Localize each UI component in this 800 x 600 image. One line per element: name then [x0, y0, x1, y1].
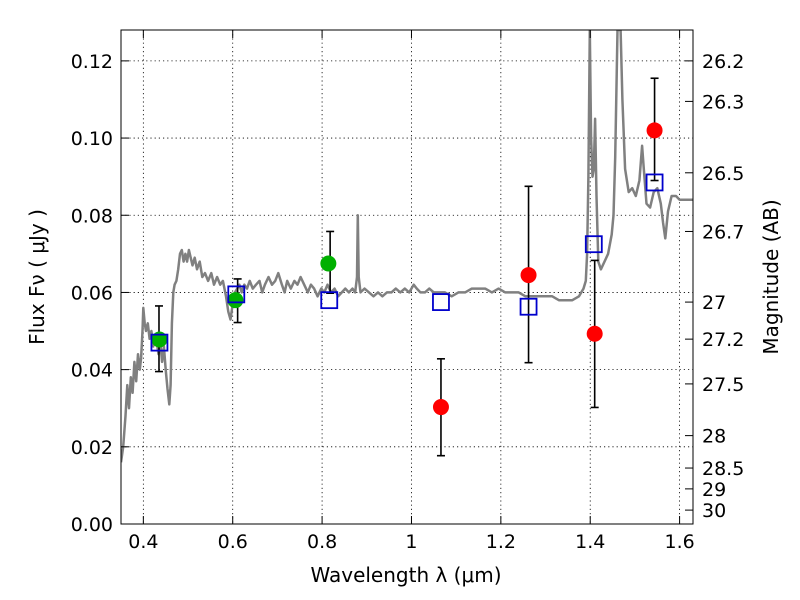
- y2-axis-label: Magnitude (AB): [759, 199, 783, 354]
- y-tick-label: 0.10: [71, 128, 113, 150]
- green-data-point: [320, 255, 337, 272]
- y2-tick-label: 27.5: [702, 374, 744, 396]
- data-points-layer: [151, 122, 663, 416]
- model-square-marker: [519, 297, 538, 316]
- model-spectrum-line: [121, 30, 693, 463]
- model-square-layer: [150, 173, 664, 352]
- x-tick-label: 0.4: [128, 531, 158, 553]
- red-data-point: [432, 399, 449, 416]
- model-square-marker: [432, 293, 450, 311]
- x-tick-label: 1.4: [575, 531, 605, 553]
- x-tick-label: 1: [405, 531, 417, 553]
- x-tick-label: 0.8: [307, 531, 337, 553]
- red-data-point: [520, 267, 537, 284]
- y2-tick-label: 26.2: [702, 51, 744, 73]
- y2-tick-label: 30: [702, 500, 726, 522]
- model-spectrum-layer: [121, 30, 693, 463]
- x-tick-label: 1.6: [664, 531, 694, 553]
- model-square-marker: [645, 173, 664, 192]
- y2-tick-label: 27: [702, 292, 726, 314]
- red-data-point: [646, 122, 663, 139]
- model-square-marker: [150, 333, 169, 352]
- plot-frame: [120, 29, 694, 525]
- y2-tick-label: 26.5: [702, 163, 744, 185]
- model-square-marker: [227, 285, 246, 304]
- green-data-point: [151, 331, 168, 348]
- axis-ticks: 0.4 0.6 0.8 1 1.2 1.4 1.6 0.00 0.02 0.04 0.06 0.08 0…: [71, 30, 744, 553]
- y-tick-label: 0.00: [71, 514, 113, 536]
- y-tick-label: 0.12: [71, 51, 113, 73]
- y-tick-label: 0.02: [71, 437, 113, 459]
- model-square-marker: [320, 291, 339, 310]
- grid-lines: [121, 30, 693, 524]
- y-axis-label: Flux Fν ( μJy ): [25, 209, 49, 345]
- green-data-point: [227, 292, 244, 309]
- red-data-point: [586, 325, 603, 342]
- y2-tick-label: 26.7: [702, 221, 744, 243]
- x-axis-label: Wavelength λ (μm): [310, 563, 501, 587]
- y2-tick-label: 27.2: [702, 329, 744, 351]
- y2-tick-label: 29: [702, 479, 726, 501]
- y2-tick-label: 26.3: [702, 91, 744, 113]
- y2-tick-label: 28: [702, 426, 726, 448]
- y-tick-label: 0.08: [71, 205, 113, 227]
- y-tick-label: 0.06: [71, 282, 113, 304]
- y2-tick-label: 28.5: [702, 458, 744, 480]
- y-tick-label: 0.04: [71, 360, 113, 382]
- model-square-marker: [584, 235, 603, 254]
- x-tick-label: 1.2: [486, 531, 516, 553]
- x-tick-label: 0.6: [218, 531, 248, 553]
- errorbar-layer: [154, 77, 659, 457]
